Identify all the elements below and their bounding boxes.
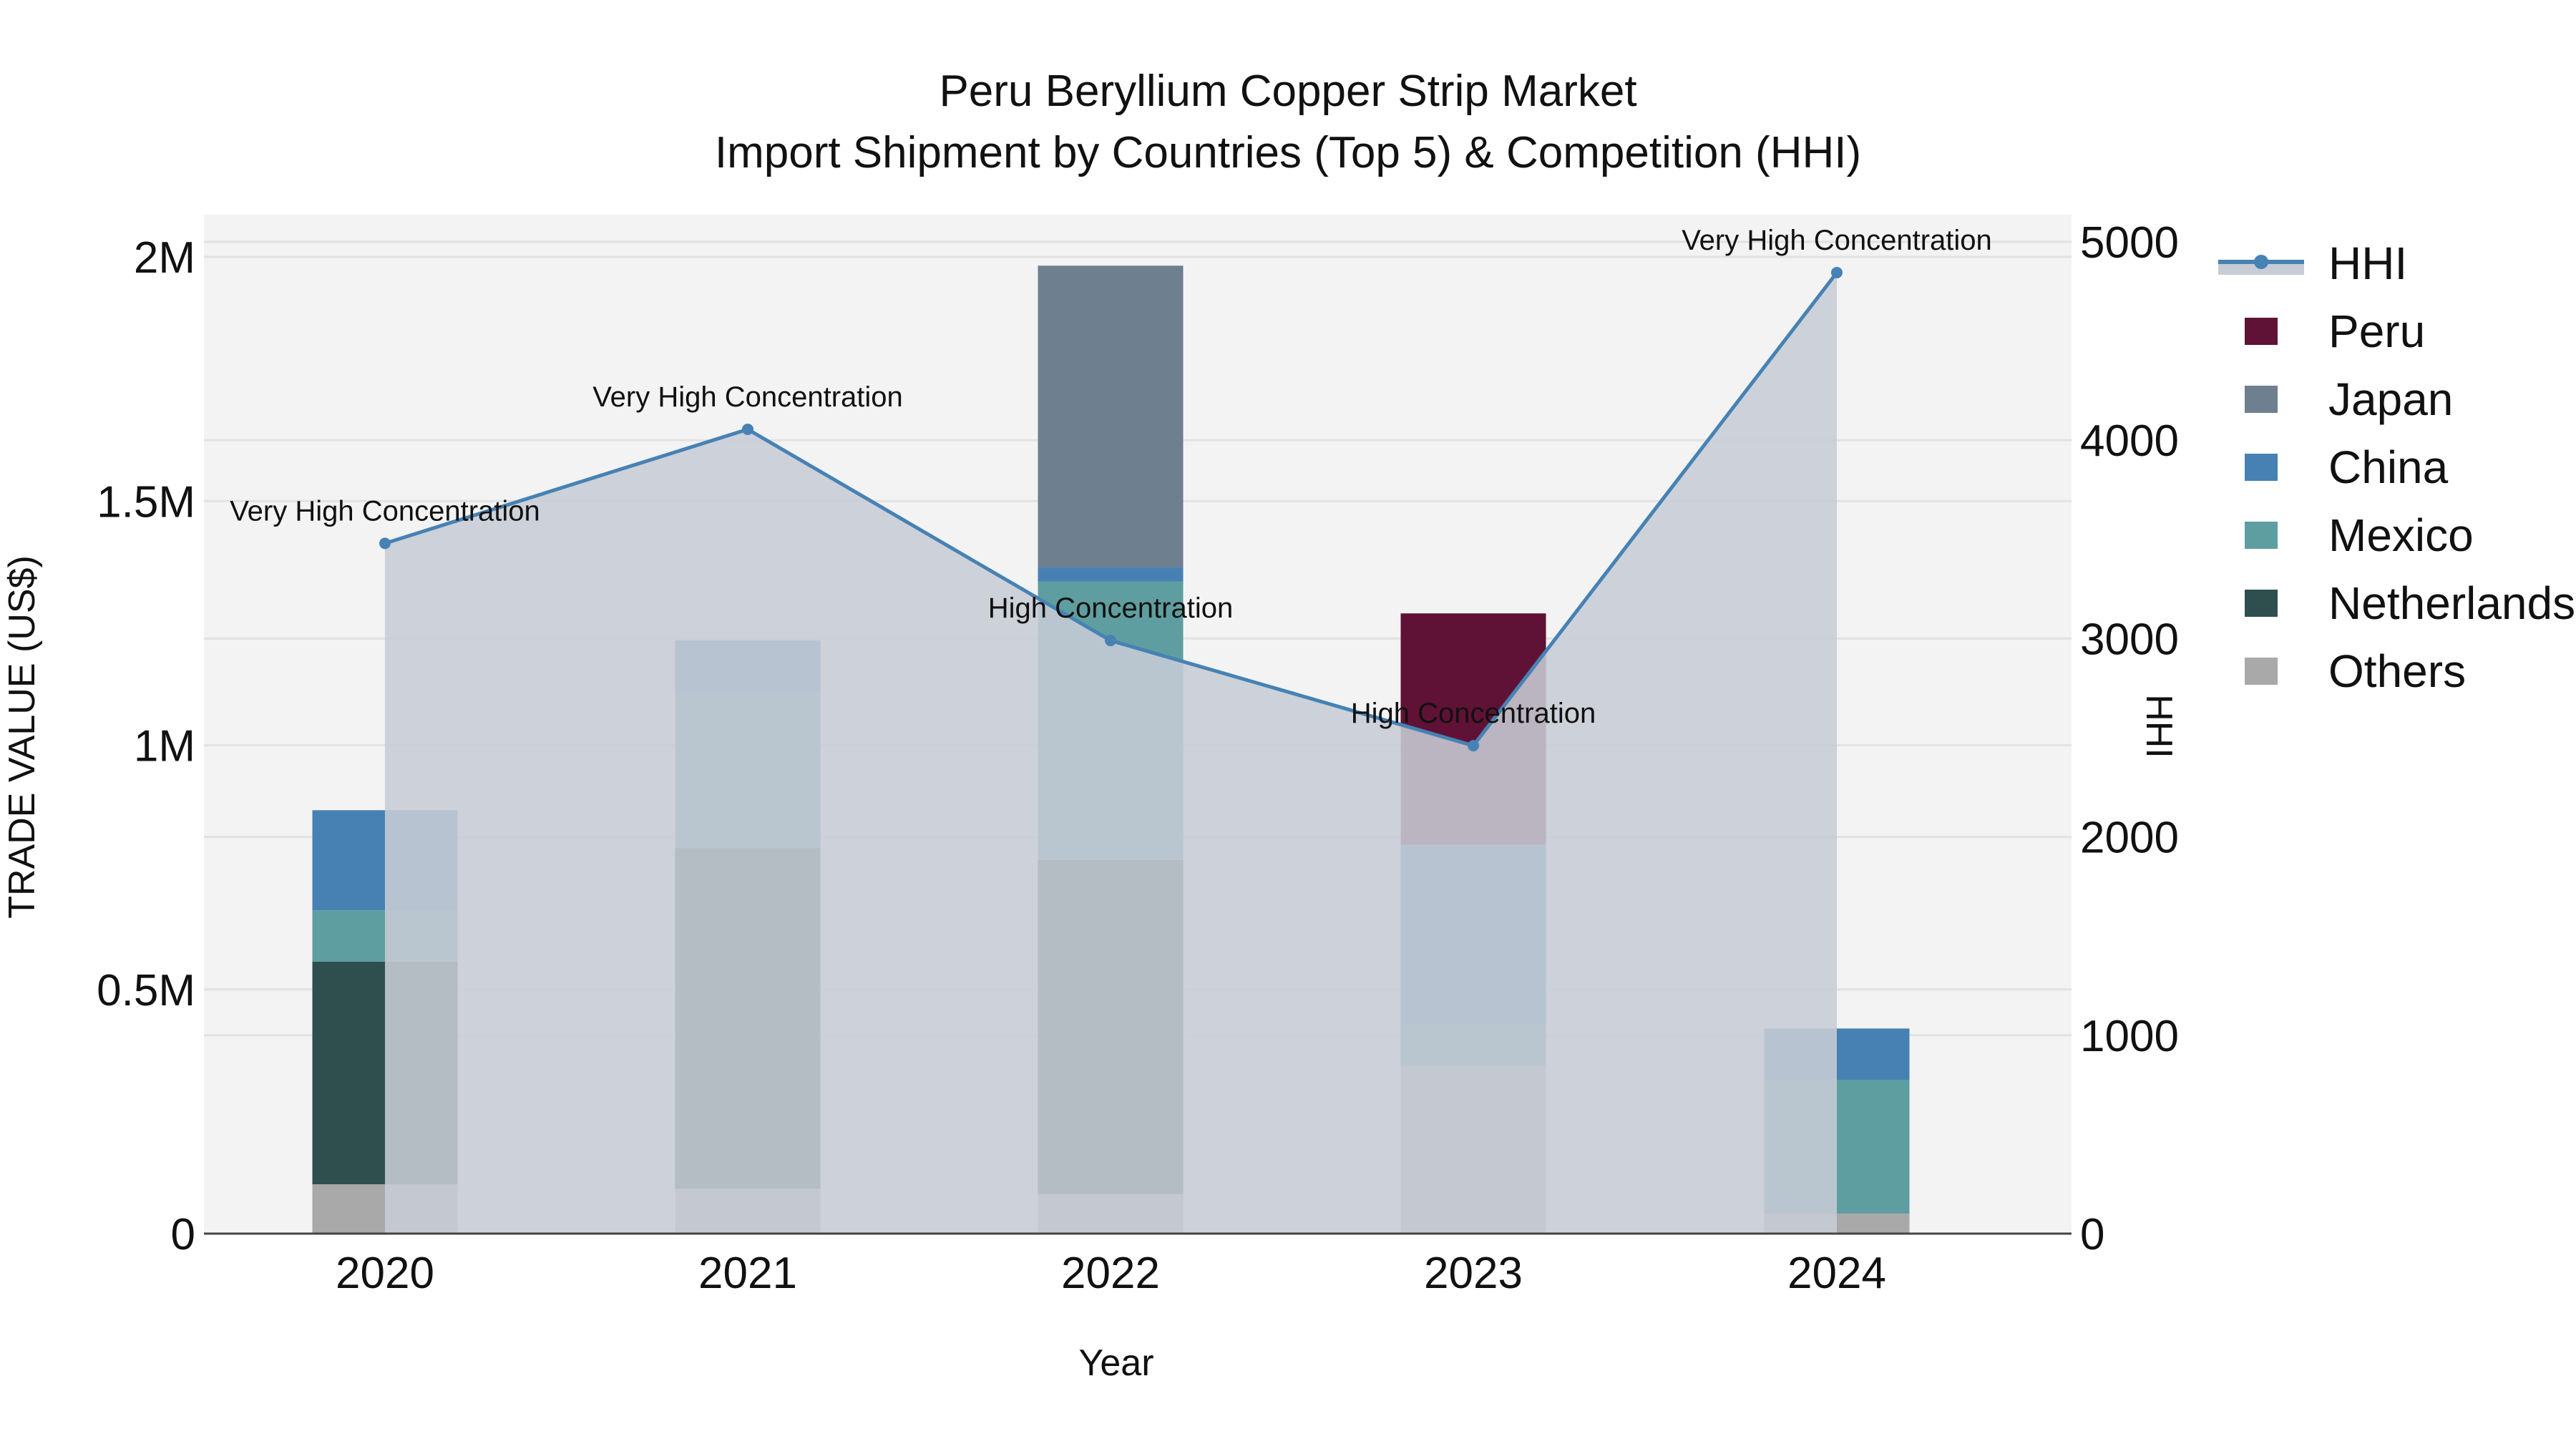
y2-tick-label: 0 [2080,1210,2104,1259]
y-tick-label: 2M [134,233,195,283]
legend-item-hhi[interactable]: HHI [2218,229,2575,297]
hhi-annotation: High Concentration [1351,698,1596,729]
x-axis-title: Year [1078,1342,1153,1384]
hhi-annotation: Very High Concentration [1682,225,1992,256]
chart-subtitle: Import Shipment by Countries (Top 5) & C… [715,128,1861,177]
y-tick-label: 1M [134,722,195,771]
y-axis-ticks: 0 0.5M 1M 1.5M 2M [97,233,195,1259]
hhi-annotation: Very High Concentration [592,381,903,413]
y-tick-label: 0 [171,1210,195,1259]
legend-item-peru[interactable]: Peru [2218,297,2575,365]
y2-tick-label: 3000 [2080,615,2179,664]
legend-label: China [2328,441,2449,493]
legend: HHI Peru Japan China Mexico Netherlands Others [2218,229,2575,705]
y2-tick-label: 1000 [2080,1012,2179,1061]
hhi-area-fill [385,272,1837,1234]
color-swatch-icon [2218,650,2304,693]
hhi-marker [742,423,753,435]
x-tick-label: 2020 [336,1249,434,1298]
bar-segment-japan [1038,265,1184,568]
legend-label: Others [2328,645,2467,697]
x-tick-label: 2024 [1787,1249,1886,1298]
hhi-line [379,266,1843,752]
hhi-marker [1468,740,1479,752]
y-tick-label: 1.5M [97,477,195,527]
y2-tick-label: 2000 [2080,814,2179,863]
color-swatch-icon [2218,378,2304,421]
legend-item-netherlands[interactable]: Netherlands [2218,569,2575,637]
hhi-marker [1831,266,1843,278]
legend-item-japan[interactable]: Japan [2218,365,2575,433]
hhi-annotation: Very High Concentration [230,495,540,527]
hhi-marker [1105,635,1116,647]
x-tick-label: 2021 [698,1249,797,1298]
y-tick-label: 0.5M [97,966,195,1015]
x-tick-label: 2023 [1424,1249,1523,1298]
legend-item-china[interactable]: China [2218,433,2575,501]
bar-segment-china [1038,567,1184,582]
legend-label: Peru [2328,305,2426,357]
x-axis-ticks: 2020 2021 2022 2023 2024 [336,1249,1886,1298]
hhi-annotations: Very High Concentration Very High Concent… [230,225,1992,729]
chart-title: Peru Beryllium Copper Strip Market [939,67,1636,116]
y-axis-title: TRADE VALUE (US$) [1,555,43,919]
color-swatch-icon [2218,582,2304,625]
color-swatch-icon [2218,514,2304,557]
line-marker-icon [2218,242,2304,285]
hhi-annotation: High Concentration [988,592,1233,624]
y2-tick-label: 5000 [2080,218,2179,268]
hhi-area [385,272,1837,1234]
color-swatch-icon [2218,446,2304,489]
legend-label: Netherlands [2328,577,2576,629]
y2-axis-title: HHI [2138,694,2180,758]
legend-label: Japan [2328,373,2454,425]
legend-label: HHI [2328,237,2408,289]
x-tick-label: 2022 [1061,1249,1160,1298]
color-swatch-icon [2218,310,2304,353]
legend-item-mexico[interactable]: Mexico [2218,501,2575,569]
y2-axis-ticks: 0 1000 2000 3000 4000 5000 [2080,218,2179,1259]
legend-item-others[interactable]: Others [2218,637,2575,705]
hhi-marker [379,537,391,550]
legend-label: Mexico [2328,509,2474,561]
y2-tick-label: 4000 [2080,416,2179,466]
